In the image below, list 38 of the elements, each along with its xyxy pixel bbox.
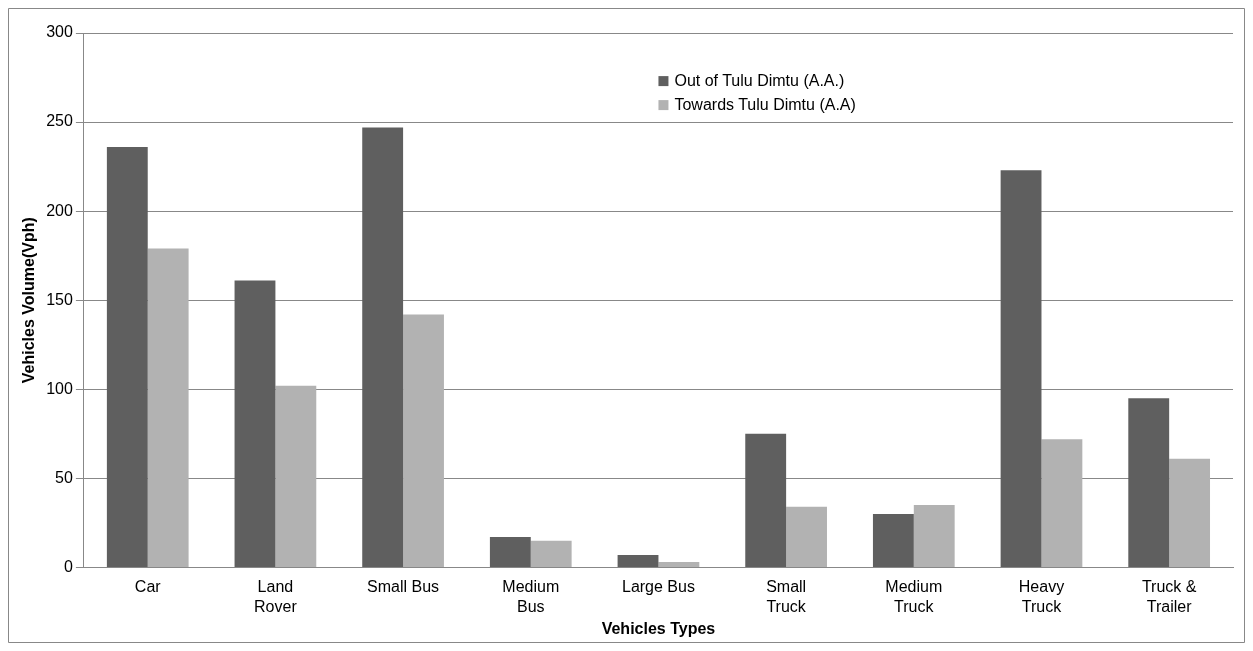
y-tick-label: 200 bbox=[46, 201, 73, 219]
x-tick-label: Heavy Truck bbox=[1018, 578, 1065, 615]
bar bbox=[106, 147, 148, 567]
x-tick-label: Land Rover bbox=[254, 578, 298, 615]
bar bbox=[530, 540, 572, 567]
x-tick-label: Large Bus bbox=[621, 578, 695, 596]
bar bbox=[489, 537, 531, 567]
bar bbox=[147, 248, 189, 567]
bar bbox=[617, 554, 659, 567]
y-tick-label: 50 bbox=[55, 468, 73, 486]
y-tick-label: 150 bbox=[46, 290, 73, 308]
bar bbox=[872, 513, 914, 567]
bar bbox=[1041, 439, 1083, 567]
x-tick-label: Truck & Trailer bbox=[1141, 578, 1197, 615]
x-tick-label: Small Bus bbox=[367, 578, 440, 596]
legend-label: Out of Tulu Dimtu (A.A.) bbox=[674, 71, 845, 89]
bar bbox=[1169, 458, 1211, 567]
bar bbox=[1000, 170, 1042, 567]
bar bbox=[362, 127, 404, 567]
x-tick-label: Medium Truck bbox=[885, 578, 943, 615]
bar bbox=[234, 280, 276, 567]
y-tick-label: 250 bbox=[46, 112, 73, 130]
y-tick-label: 0 bbox=[63, 557, 73, 575]
bar bbox=[403, 314, 444, 567]
legend-label: Towards Tulu Dimtu (A.A) bbox=[674, 95, 856, 113]
bar bbox=[745, 433, 787, 567]
bar bbox=[913, 505, 955, 567]
y-tick-label: 100 bbox=[46, 379, 73, 397]
bar bbox=[275, 385, 317, 567]
y-axis-title: Vehicles Volume(Vph) bbox=[20, 217, 38, 384]
x-tick-label: Small Truck bbox=[766, 578, 807, 615]
bar bbox=[786, 506, 827, 567]
y-tick-label: 300 bbox=[46, 23, 73, 41]
x-tick-label: Medium Bus bbox=[502, 578, 560, 615]
bar bbox=[1128, 398, 1170, 567]
x-axis-title: Vehicles Types bbox=[601, 619, 716, 637]
x-tick-label: Car bbox=[134, 578, 162, 596]
bar bbox=[658, 562, 700, 567]
